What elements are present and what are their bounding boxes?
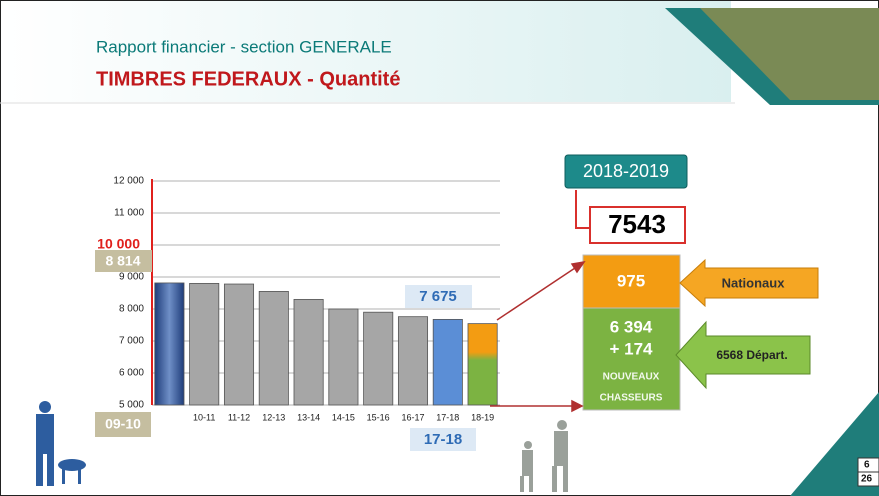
departmental-box [582,307,681,411]
bar [154,282,185,406]
x-tick-label: 15-16 [367,412,390,422]
x-tick-label: 13-14 [297,412,320,422]
hunter-silhouette [36,401,86,486]
departmental-label: 6568 Départ. [716,348,787,362]
pointer-arrows [490,260,586,413]
category-callout: 17-18 [424,431,462,448]
bar [432,318,463,406]
departmental-arrow [675,320,811,390]
x-tick-label: 16-17 [401,412,424,422]
x-tick-label: 12-13 [262,412,285,422]
bar [189,282,220,406]
season-box [564,154,688,189]
y-tick-label: 11 000 [114,208,144,219]
value-label: 8 814 [105,253,140,269]
header-photo [700,8,879,100]
y-tick-label: 8 000 [119,304,144,315]
new-label: NOUVEAUX [603,372,660,383]
x-tick-label: 18-19 [471,412,494,422]
y-tick-label: 9 000 [119,272,144,283]
bar [467,323,498,406]
connector [575,190,590,229]
national-box [582,254,681,309]
corner-cell [857,471,879,487]
bar [223,283,255,406]
subtitle: Rapport financier - section GENERALE [96,37,392,56]
corner-number: 26 [861,474,873,485]
total-box [589,206,686,244]
national-arrow [679,258,819,308]
x-tick-label: 11-12 [228,412,250,422]
value-label: 7 675 [419,288,457,305]
season: 2018-2019 [583,161,669,181]
bar [258,290,289,406]
new-label: CHASSEURS [600,393,663,404]
bar [293,298,324,406]
header-band [1,1,731,102]
category-box [95,412,151,437]
title: TIMBRES FEDERAUX - Quantité [96,68,400,90]
total: 7543 [608,209,666,239]
new-hunters: + 174 [609,339,653,358]
x-tick-label: 10-11 [193,412,215,422]
national: 975 [617,271,645,290]
chart: 5 000 6 000 7 000 8 000 9 000 10 000 11 000 12 … [95,176,500,451]
national-label: Nationaux [722,275,786,290]
y-tick-label: 6 000 [119,368,144,379]
x-tick-label: 14-15 [332,412,355,422]
y-tick-label: 10 000 [97,236,140,252]
y-tick-label: 7 000 [119,336,144,347]
y-tick-label: 5 000 [119,400,144,411]
y-tick-label: 12 000 [113,176,144,187]
bar [397,316,429,406]
hunters-silhouette [520,420,568,492]
bar [328,308,359,406]
bar [363,311,394,406]
corner-accent [790,392,879,496]
x-tick-label: 17-18 [436,412,459,422]
value-label-box [405,285,472,308]
category-box [410,428,476,451]
corner-number: 6 [864,460,870,471]
x-tick-label: 09-10 [105,416,141,432]
value-label-box [95,250,152,272]
departmental: 6 394 [610,317,653,336]
